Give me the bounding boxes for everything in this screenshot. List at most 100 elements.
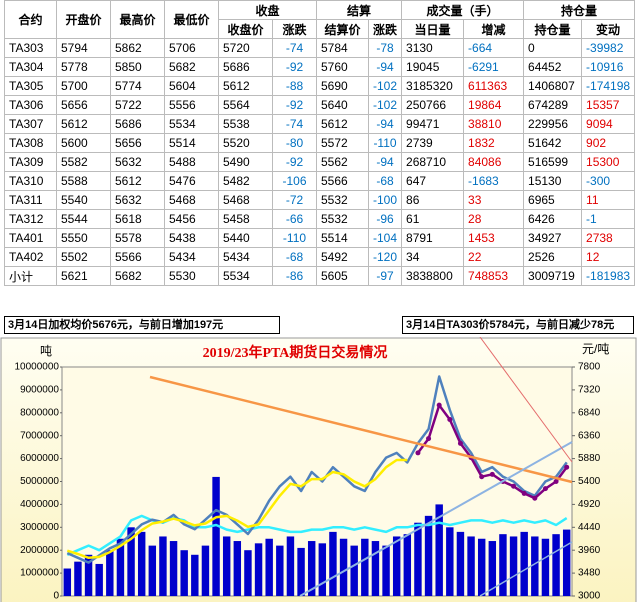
volume-bar xyxy=(371,541,380,596)
value-cell: 6426 xyxy=(523,209,583,229)
volume-bar xyxy=(435,504,443,596)
value-cell: 229956 xyxy=(523,114,583,134)
value-cell: 5632 xyxy=(110,190,165,210)
value-cell: 5686 xyxy=(218,57,273,77)
contract-cell: TA308 xyxy=(4,133,57,153)
value-cell: 674289 xyxy=(523,95,583,115)
value-cell: -92 xyxy=(272,57,317,77)
value-cell: 647 xyxy=(401,171,465,191)
series-dot xyxy=(521,490,527,496)
value-cell: 5618 xyxy=(110,209,165,229)
value-cell: 5566 xyxy=(110,247,165,267)
contract-cell: TA309 xyxy=(4,152,57,172)
series-dot xyxy=(415,450,421,456)
series-dot xyxy=(436,402,442,408)
value-cell: -110 xyxy=(367,133,403,153)
y2-tick-label: 5400 xyxy=(578,476,601,487)
value-cell: -68 xyxy=(272,247,317,267)
value-cell: 5562 xyxy=(316,152,369,172)
volume-bar xyxy=(541,538,550,596)
volume-bar xyxy=(562,529,571,596)
value-cell: 748853 xyxy=(463,266,525,286)
volume-bar xyxy=(403,534,412,596)
value-cell: -68 xyxy=(367,171,403,191)
table-row: TA309 5582 5632 5488 5490 -92 5562 -94 268710 840… xyxy=(4,152,636,172)
value-cell: -74 xyxy=(272,38,317,58)
value-cell: -100 xyxy=(367,190,403,210)
header: 收盘价 xyxy=(218,19,273,39)
volume-bar xyxy=(222,536,231,596)
value-cell: -92 xyxy=(272,152,317,172)
value-cell: 5605 xyxy=(316,266,369,286)
value-cell: 5502 xyxy=(56,247,111,267)
value-cell: 5612 xyxy=(56,114,111,134)
volume-bar xyxy=(95,563,103,596)
value-cell: 15130 xyxy=(523,171,583,191)
value-cell: 5532 xyxy=(316,190,369,210)
value-cell: 2526 xyxy=(523,247,583,267)
value-cell: 5682 xyxy=(110,266,165,286)
value-cell: 34 xyxy=(401,247,465,267)
volume-bar xyxy=(488,541,497,596)
series-dot xyxy=(553,479,559,484)
value-cell: 5520 xyxy=(218,133,273,153)
y2-tick-label: 4920 xyxy=(578,499,601,510)
y2-axis-label: 元/吨 xyxy=(582,342,609,356)
value-cell: 5538 xyxy=(218,114,273,134)
value-cell: 5760 xyxy=(316,57,369,77)
volume-bar xyxy=(254,543,263,596)
value-cell: 5706 xyxy=(164,38,219,58)
volume-bar xyxy=(456,531,465,596)
series-dot xyxy=(447,416,453,422)
volume-bar xyxy=(552,534,560,596)
value-cell: -96 xyxy=(367,209,403,229)
contract-cell: TA306 xyxy=(4,95,57,115)
value-cell: 99471 xyxy=(401,114,465,134)
value-cell: -181983 xyxy=(581,266,636,286)
series-dot xyxy=(457,440,463,446)
contract-cell: TA311 xyxy=(4,190,57,210)
value-cell: 0 xyxy=(523,38,583,58)
y-tick-label: 7000000 xyxy=(20,430,59,441)
value-cell: 19864 xyxy=(463,95,525,115)
plot-area xyxy=(61,366,573,597)
value-cell: 5578 xyxy=(110,228,165,248)
table-row: TA305 5700 5774 5604 5612 -88 5690 -102 3185320 6… xyxy=(4,76,636,96)
y2-tick-label: 5880 xyxy=(578,453,601,464)
contract-cell: TA304 xyxy=(4,57,57,77)
value-cell: 5621 xyxy=(56,266,111,286)
value-cell: 51642 xyxy=(523,133,583,153)
table-row: TA311 5540 5632 5468 5468 -72 5532 -100 86 33 6965… xyxy=(4,190,636,210)
series-dot xyxy=(532,495,538,501)
volume-bar xyxy=(382,545,390,596)
value-cell: 5656 xyxy=(110,133,165,153)
value-cell: 902 xyxy=(581,133,636,153)
volume-bar xyxy=(520,531,528,596)
trend-line xyxy=(479,541,573,597)
value-cell: 5588 xyxy=(56,171,111,191)
value-cell: 34927 xyxy=(523,228,583,248)
value-cell: 5564 xyxy=(218,95,273,115)
header: 最高价 xyxy=(110,0,165,39)
contract-cell: TA312 xyxy=(4,209,57,229)
volume-bar xyxy=(276,545,284,596)
value-cell: 5572 xyxy=(316,133,369,153)
value-cell: -10916 xyxy=(581,57,636,77)
table-row: TA310 5588 5612 5476 5482 -106 5566 -68 647 -1683… xyxy=(4,171,636,191)
volume-bar xyxy=(159,536,167,596)
value-cell: 5600 xyxy=(56,133,111,153)
volume-bar xyxy=(392,536,401,596)
value-cell: -1 xyxy=(581,209,636,229)
table-row: TA307 5612 5686 5534 5538 -74 5612 -94 99471 3881… xyxy=(4,114,636,134)
header: 持仓量 xyxy=(523,19,583,39)
series-dot xyxy=(542,486,548,492)
value-cell: 15357 xyxy=(581,95,636,115)
header: 最低价 xyxy=(164,0,219,39)
volume-bar xyxy=(350,545,358,596)
volume-bar xyxy=(148,545,157,596)
table-row: TA312 5544 5618 5456 5458 -66 5532 -96 61 28 6426-… xyxy=(4,209,636,229)
y2-tick-label: 4440 xyxy=(578,522,601,533)
value-cell: -174198 xyxy=(581,76,636,96)
value-cell: -6291 xyxy=(463,57,525,77)
value-cell: -110 xyxy=(272,228,317,248)
